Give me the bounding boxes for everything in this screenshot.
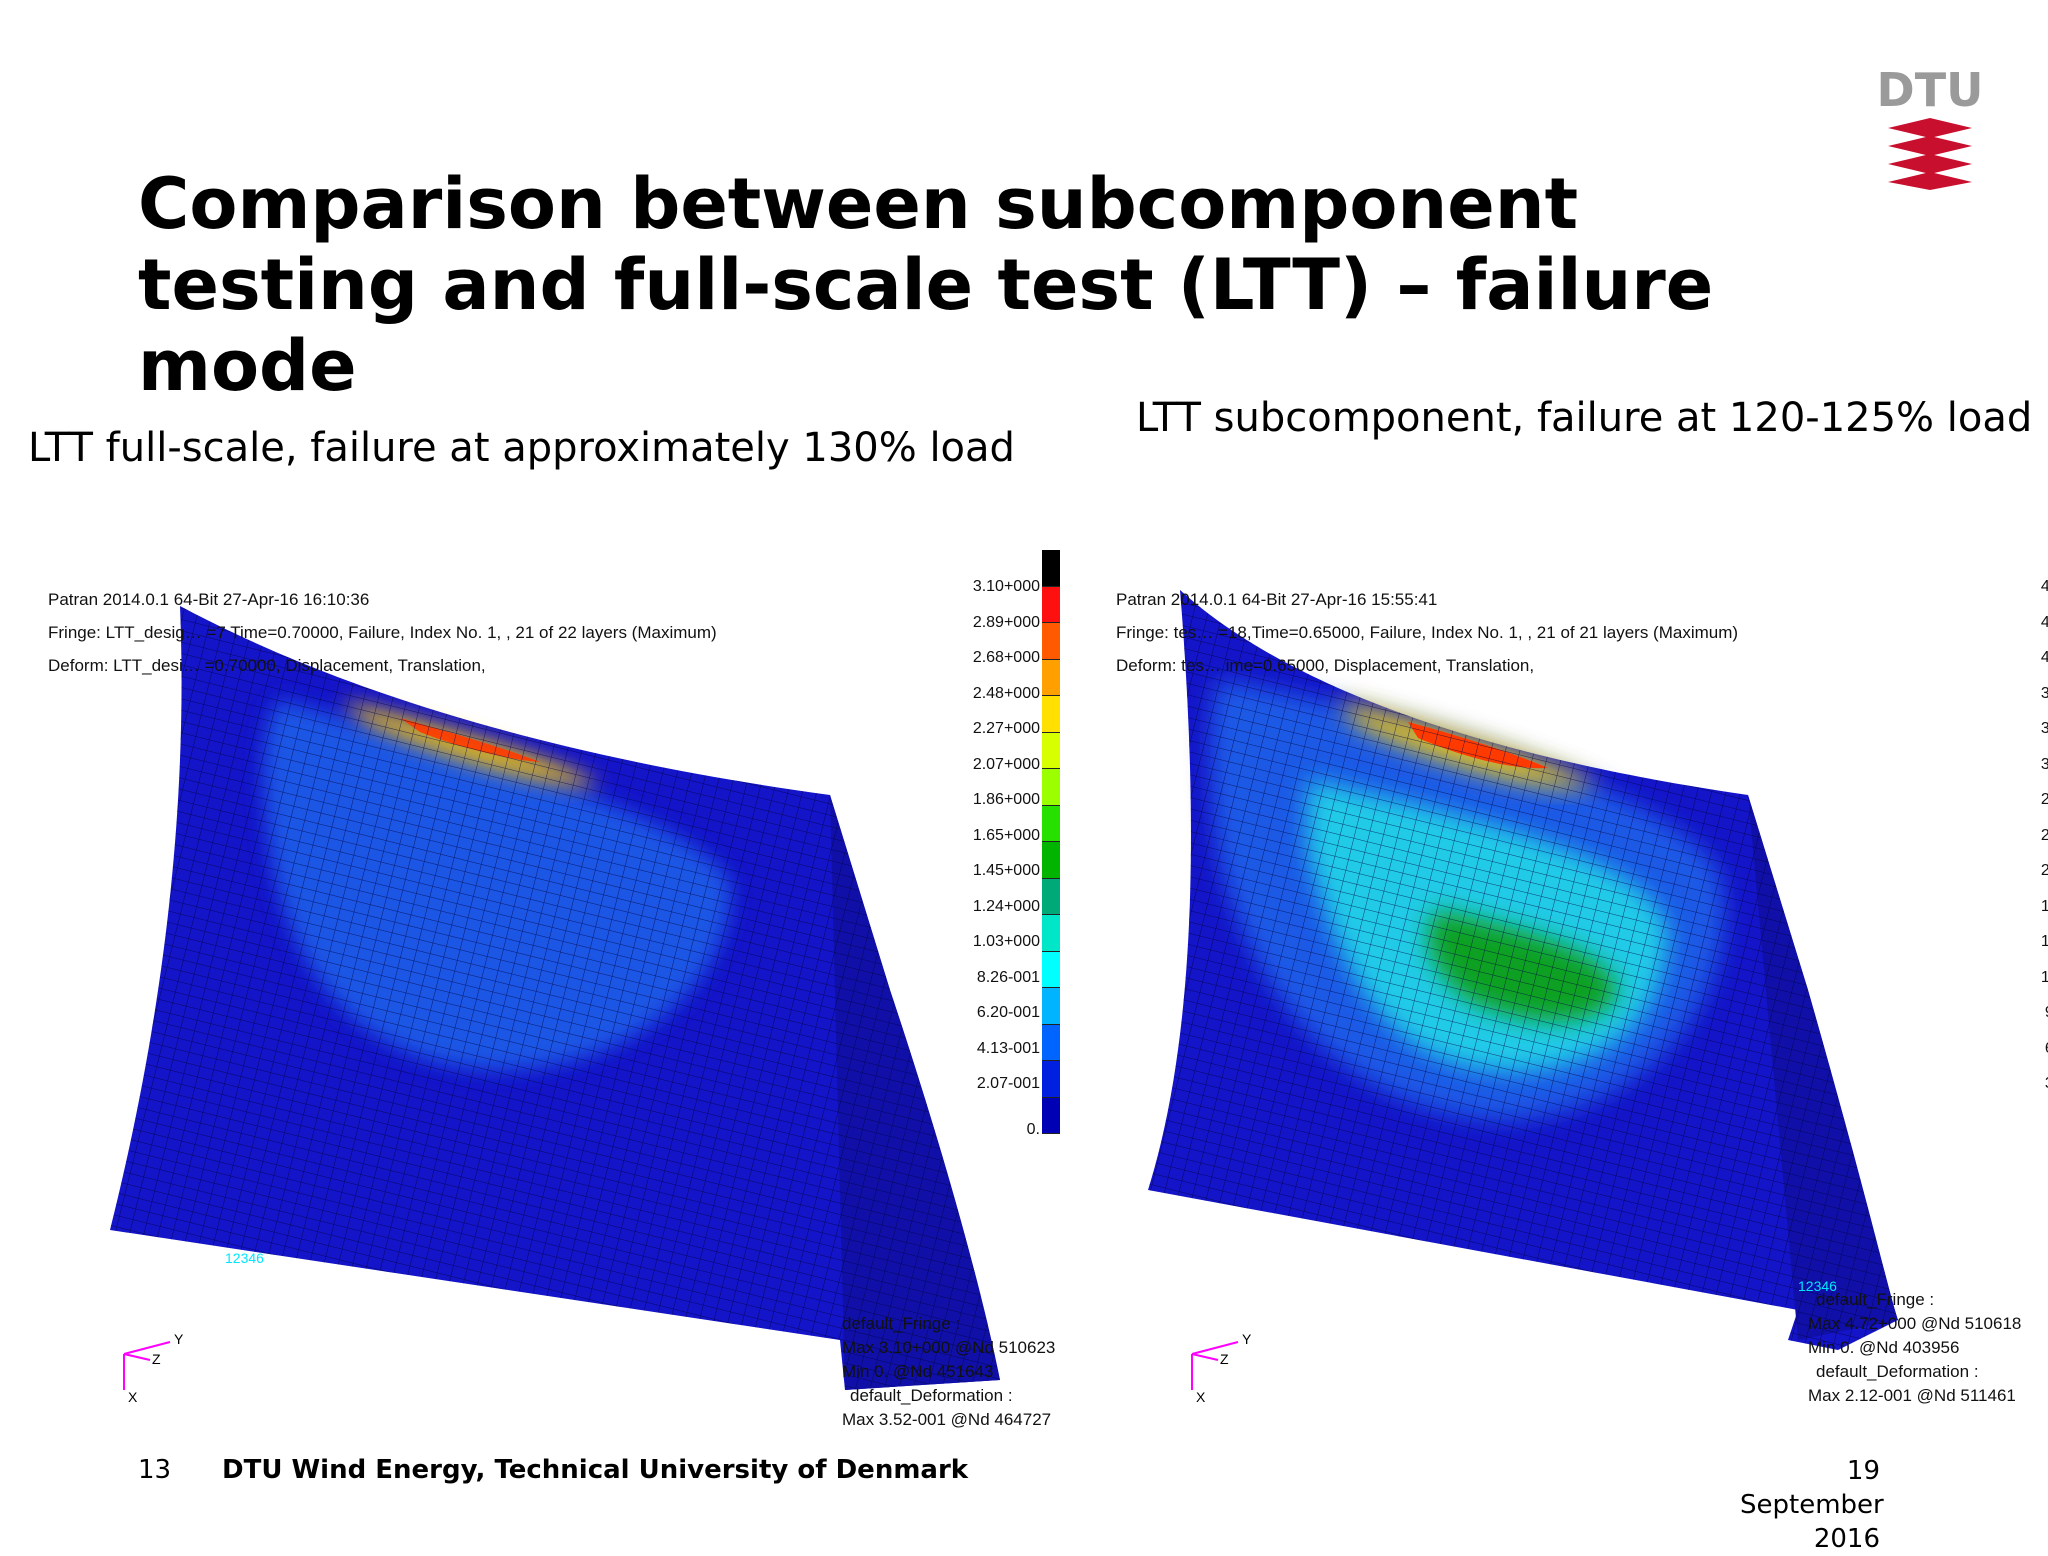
left-info-line: Max 3.52-001 @Nd 464727: [842, 1410, 1052, 1429]
scale-segment: [1042, 550, 1060, 587]
left-info: default_Fringe : Max 3.10+000 @Nd 510623…: [842, 1312, 1055, 1430]
left-header-line-1: Patran 2014.0.1 64-Bit 27-Apr-16 16:10:3…: [48, 590, 370, 609]
scale-tick-label: 1.03+000: [972, 933, 1040, 950]
left-mesh-render: [110, 606, 1000, 1390]
slide-number: 13: [138, 1455, 172, 1485]
right-mesh-render: [1148, 590, 1898, 1350]
left-header-line-2: Fringe: LTT_desig… =7 Time=0.70000, Fail…: [48, 623, 717, 642]
right-header-line-1: Patran 2014.0.1 64-Bit 27-Apr-16 15:55:4…: [1116, 590, 1438, 609]
scale-tick-label: 2.07-001: [976, 1075, 1040, 1092]
left-color-scale: 3.10+000 2.89+000 2.68+000 2.48+000 2.27+000…: [870, 550, 1070, 1310]
right-info: default_Fringe : Max 4.72+000 @Nd 510618…: [1808, 1288, 2021, 1408]
scale-tick-label: 2.48+000: [972, 684, 1040, 702]
svg-text:Z: Z: [1220, 1351, 1229, 1367]
footer-organization: DTU Wind Energy, Technical University of…: [222, 1455, 969, 1485]
right-header-line-3: Deform: tes… ime=0.65000, Displacement, …: [1116, 656, 1535, 675]
scale-segment: [1042, 988, 1060, 1025]
scale-tick-label: 3.15+000: [2040, 755, 2048, 773]
scale-tick-label: 6.20-001: [976, 1004, 1040, 1021]
right-info-line: default_Fringe :: [1816, 1290, 1935, 1309]
right-caption: LTT subcomponent, failure at 120-125% lo…: [1136, 395, 2033, 441]
scale-tick-label: 9.44-001: [2045, 1004, 2048, 1022]
scale-tick-label: 3.46+000: [2040, 720, 2048, 737]
left-scale-bar: [1042, 550, 1060, 1134]
left-info-line: default_Fringe :: [842, 1314, 961, 1333]
right-node-label: 12346: [1798, 1278, 1837, 1294]
scale-tick-label: 1.24+000: [972, 897, 1040, 915]
scale-tick-label: 1.26+000: [2040, 968, 2048, 986]
left-header-line-3: Deform: LTT_desi… =0.70000, Displacement…: [48, 656, 486, 675]
scale-tick-label: 2.68+000: [972, 649, 1040, 666]
scale-tick-label: 2.07+000: [972, 755, 1040, 773]
right-color-scale: 4.72+000 4.40+000 4.09+000 3.77+000 3.46+000…: [1938, 550, 2048, 1310]
left-info-line: Min 0. @Nd 451643: [842, 1362, 994, 1381]
right-axis-triad-icon: Y Z X: [1191, 1331, 1252, 1405]
scale-tick-label: 3.10+000: [972, 578, 1040, 595]
scale-segment: [1042, 1061, 1060, 1098]
scale-segment: [1042, 659, 1060, 696]
svg-text:X: X: [128, 1389, 138, 1405]
scale-segment: [1042, 732, 1060, 769]
svg-text:Y: Y: [1242, 1331, 1252, 1347]
scale-tick-label: 6.29-001: [2045, 1040, 2048, 1058]
scale-tick-label: 2.89+000: [972, 613, 1040, 631]
right-fe-plot: Patran 2014.0.1 64-Bit 27-Apr-16 15:55:4…: [1108, 550, 2048, 1430]
scale-tick-label: 2.20+000: [2040, 862, 2048, 879]
scale-tick-label: 2.27+000: [972, 720, 1040, 737]
scale-segment: [1042, 878, 1060, 915]
scale-segment: [1042, 842, 1060, 879]
dtu-logo: DTU: [1877, 60, 1983, 190]
scale-tick-label: 4.40+000: [2040, 613, 2048, 631]
scale-segment: [1042, 805, 1060, 842]
left-info-line: Max 3.10+000 @Nd 510623: [842, 1338, 1056, 1357]
scale-segment: [1042, 696, 1060, 733]
scale-segment: [1042, 951, 1060, 988]
svg-text:X: X: [1196, 1389, 1206, 1405]
footer-date: 19 September 2016: [1740, 1456, 1884, 1554]
left-fe-plot: Patran 2014.0.1 64-Bit 27-Apr-16 16:10:3…: [40, 550, 1070, 1430]
scale-tick-label: 1.65+000: [972, 826, 1040, 844]
scale-segment: [1042, 915, 1060, 952]
scale-tick-label: 3.77+000: [2040, 684, 2048, 702]
scale-tick-label: 3.15-001: [2045, 1075, 2048, 1093]
left-node-label: 12346: [225, 1250, 264, 1266]
scale-segment: [1042, 623, 1060, 660]
scale-segment: [1042, 1097, 1060, 1134]
scale-tick-label: 1.45+000: [972, 862, 1040, 879]
scale-segment: [1042, 769, 1060, 806]
right-header-line-2: Fringe: tes… =18,Time=0.65000, Failure, …: [1116, 623, 1739, 642]
scale-tick-label: 1.89+000: [2040, 897, 2048, 915]
right-info-line: Max 2.12-001 @Nd 511461: [1808, 1386, 2016, 1405]
scale-tick-label: 1.57+000: [2040, 933, 2048, 950]
svg-text:Y: Y: [174, 1331, 184, 1347]
scale-tick-label: 4.72+000: [2040, 578, 2048, 595]
scale-tick-label: 1.86+000: [972, 791, 1040, 808]
scale-segment: [1042, 586, 1060, 623]
svg-text:Z: Z: [152, 1351, 161, 1367]
right-info-line: default_Deformation :: [1816, 1362, 1979, 1381]
left-caption: LTT full-scale, failure at approximately…: [28, 425, 1015, 471]
scale-tick-label: 4.13-001: [976, 1039, 1040, 1057]
logo-text: DTU: [1880, 63, 1980, 117]
scale-tick-label: 0.: [1026, 1120, 1040, 1138]
scale-segment: [1042, 1024, 1060, 1061]
slide-title: Comparison between subcomponent testing …: [138, 163, 1714, 407]
right-info-line: Min 0. @Nd 403956: [1808, 1338, 1960, 1357]
right-info-line: Max 4.72+000 @Nd 510618: [1808, 1314, 2022, 1333]
scale-tick-label: 4.09+000: [2040, 649, 2048, 666]
scale-tick-label: 2.83+000: [2040, 791, 2048, 808]
scale-tick-label: 8.26-001: [976, 968, 1040, 986]
scale-tick-label: 2.52+000: [2040, 826, 2048, 844]
left-axis-triad-icon: Y Z X: [123, 1331, 184, 1405]
left-info-line: default_Deformation :: [850, 1386, 1013, 1405]
